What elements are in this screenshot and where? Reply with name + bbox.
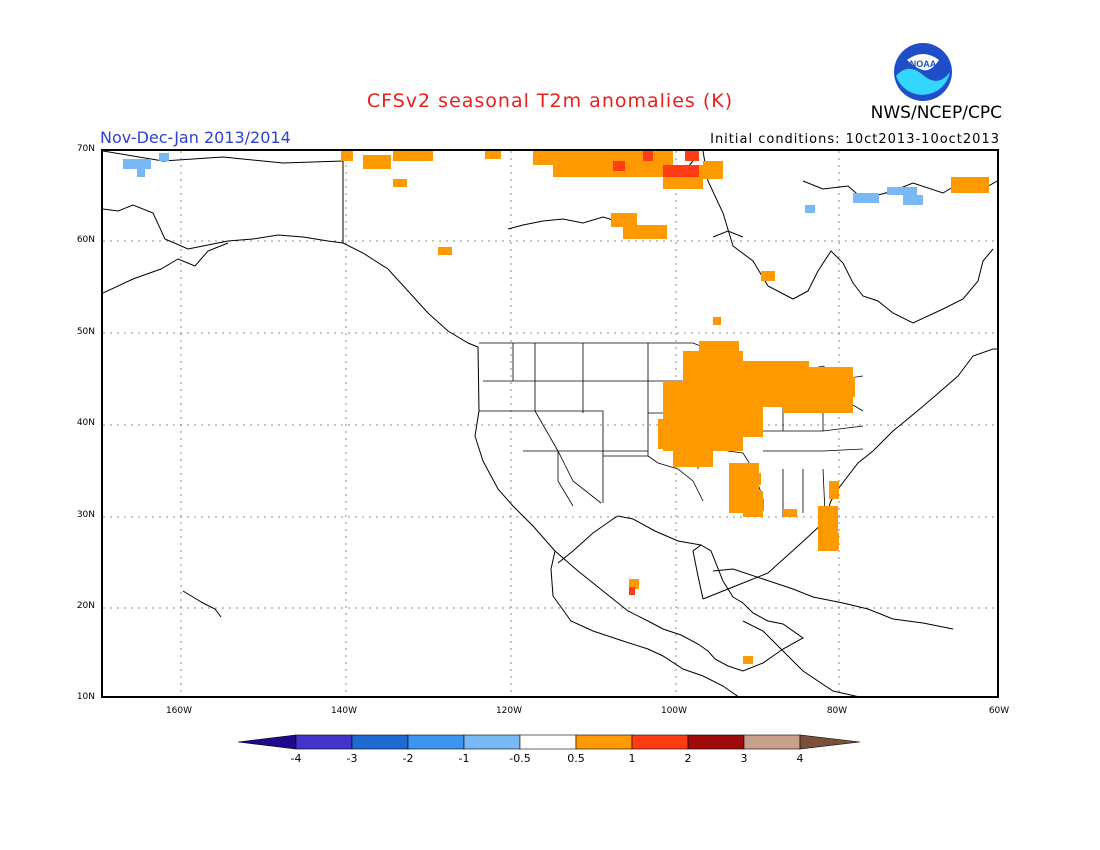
map-frame [101, 149, 999, 698]
colorbar-label: -3 [346, 752, 358, 765]
colorbar-label: 4 [796, 752, 804, 765]
lat-label: 60N [76, 235, 95, 245]
lat-label: 10N [76, 692, 95, 702]
lon-grid [180, 151, 840, 696]
cool-anomaly-cells [123, 153, 923, 213]
lat-label: 50N [76, 327, 95, 337]
colorbar-swatch [631, 734, 689, 750]
lon-label: 100W [660, 706, 688, 716]
lon-label: 160W [165, 706, 193, 716]
noaa-logo: NOAA [894, 43, 952, 101]
map-canvas [103, 151, 997, 696]
lat-label: 30N [76, 510, 95, 520]
lat-label: 20N [76, 601, 95, 611]
colorbar-label: -1 [458, 752, 470, 765]
lat-grid [103, 240, 997, 609]
colorbar-label: 3 [740, 752, 748, 765]
colorbar-swatch [295, 734, 353, 750]
initial-conditions: Initial conditions: 10ct2013-10oct2013 [710, 132, 1000, 147]
map-title: CFSv2 seasonal T2m anomalies (K) [366, 90, 734, 112]
colorbar-arrow-low [238, 734, 297, 750]
colorbar-swatch [575, 734, 633, 750]
colorbar-label: 1 [628, 752, 636, 765]
lon-label: 120W [495, 706, 523, 716]
lat-label: 40N [76, 418, 95, 428]
colorbar [238, 734, 861, 750]
lon-label: 60W [988, 706, 1010, 716]
colorbar-label: -2 [402, 752, 414, 765]
colorbar-arrow-high [799, 734, 861, 750]
colorbar-swatch [463, 734, 521, 750]
logo-text: NOAA [910, 59, 937, 69]
colorbar-swatch [743, 734, 801, 750]
lon-label: 140W [330, 706, 358, 716]
colorbar-swatch [351, 734, 409, 750]
organization-label: NWS/NCEP/CPC [870, 103, 1002, 123]
lat-label: 70N [76, 144, 95, 154]
colorbar-label: 2 [684, 752, 692, 765]
colorbar-label: -0.5 [509, 752, 531, 765]
colorbar-label: 0.5 [567, 752, 585, 765]
forecast-period: Nov-Dec-Jan 2013/2014 [100, 128, 291, 147]
colorbar-swatch [687, 734, 745, 750]
coastlines [103, 151, 997, 696]
colorbar-swatch [519, 734, 577, 750]
colorbar-swatch [407, 734, 465, 750]
warm-anomaly-cells [341, 151, 989, 664]
lon-label: 80W [826, 706, 848, 716]
hot-anomaly-cells [613, 151, 699, 595]
colorbar-label: -4 [290, 752, 302, 765]
